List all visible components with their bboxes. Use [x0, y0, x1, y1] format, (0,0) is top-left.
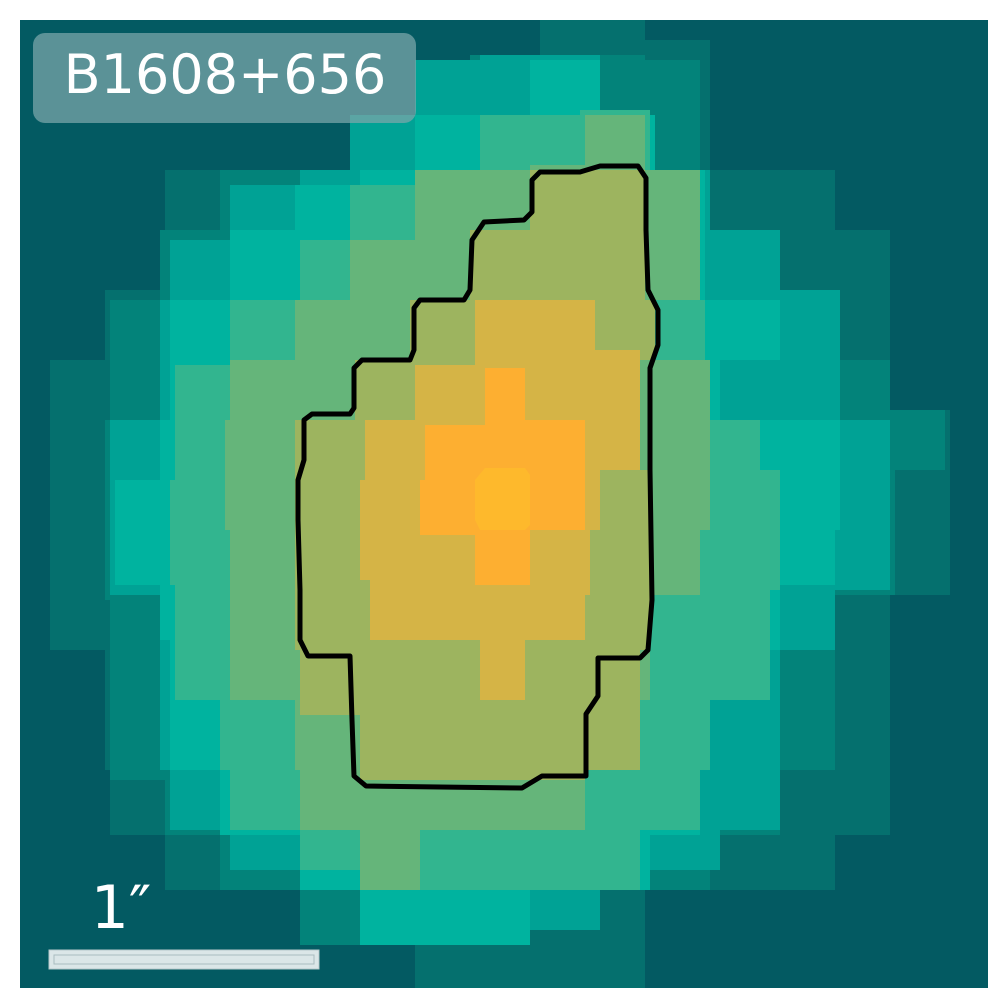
title-label-box [33, 33, 416, 123]
contour-outline [295, 163, 661, 791]
scale-bar [48, 949, 320, 970]
scale-bar-label: 1″ [91, 873, 152, 943]
scale-bar-inner [53, 954, 315, 965]
flux-level-10 [475, 468, 530, 530]
title-label: B1608+656 [64, 43, 387, 106]
